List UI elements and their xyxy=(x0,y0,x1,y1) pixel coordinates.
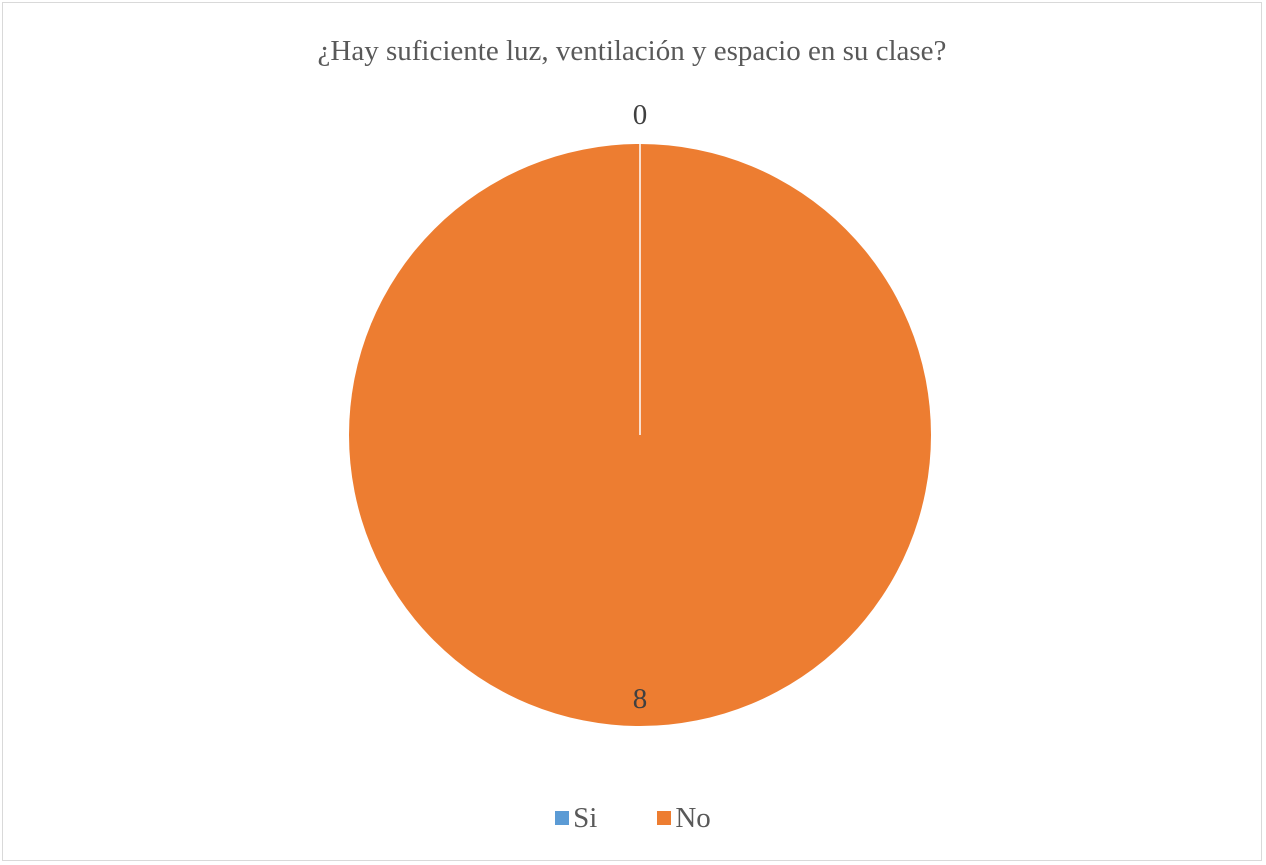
data-label-si: 0 xyxy=(633,99,648,131)
legend-label-si: Si xyxy=(573,802,598,834)
chart-title: ¿Hay suficiente luz, ventilación y espac… xyxy=(317,35,947,67)
legend-label-no: No xyxy=(675,802,711,834)
chart-legend: Si No xyxy=(0,800,1266,836)
legend-item-si: Si xyxy=(555,800,597,836)
legend-item-no: No xyxy=(657,800,711,836)
legend-swatch-si xyxy=(555,811,570,825)
legend-swatch-no xyxy=(657,811,672,825)
data-label-no: 8 xyxy=(633,683,648,715)
pie-data-labels: 08 xyxy=(633,99,648,715)
pie-slices xyxy=(349,144,931,726)
